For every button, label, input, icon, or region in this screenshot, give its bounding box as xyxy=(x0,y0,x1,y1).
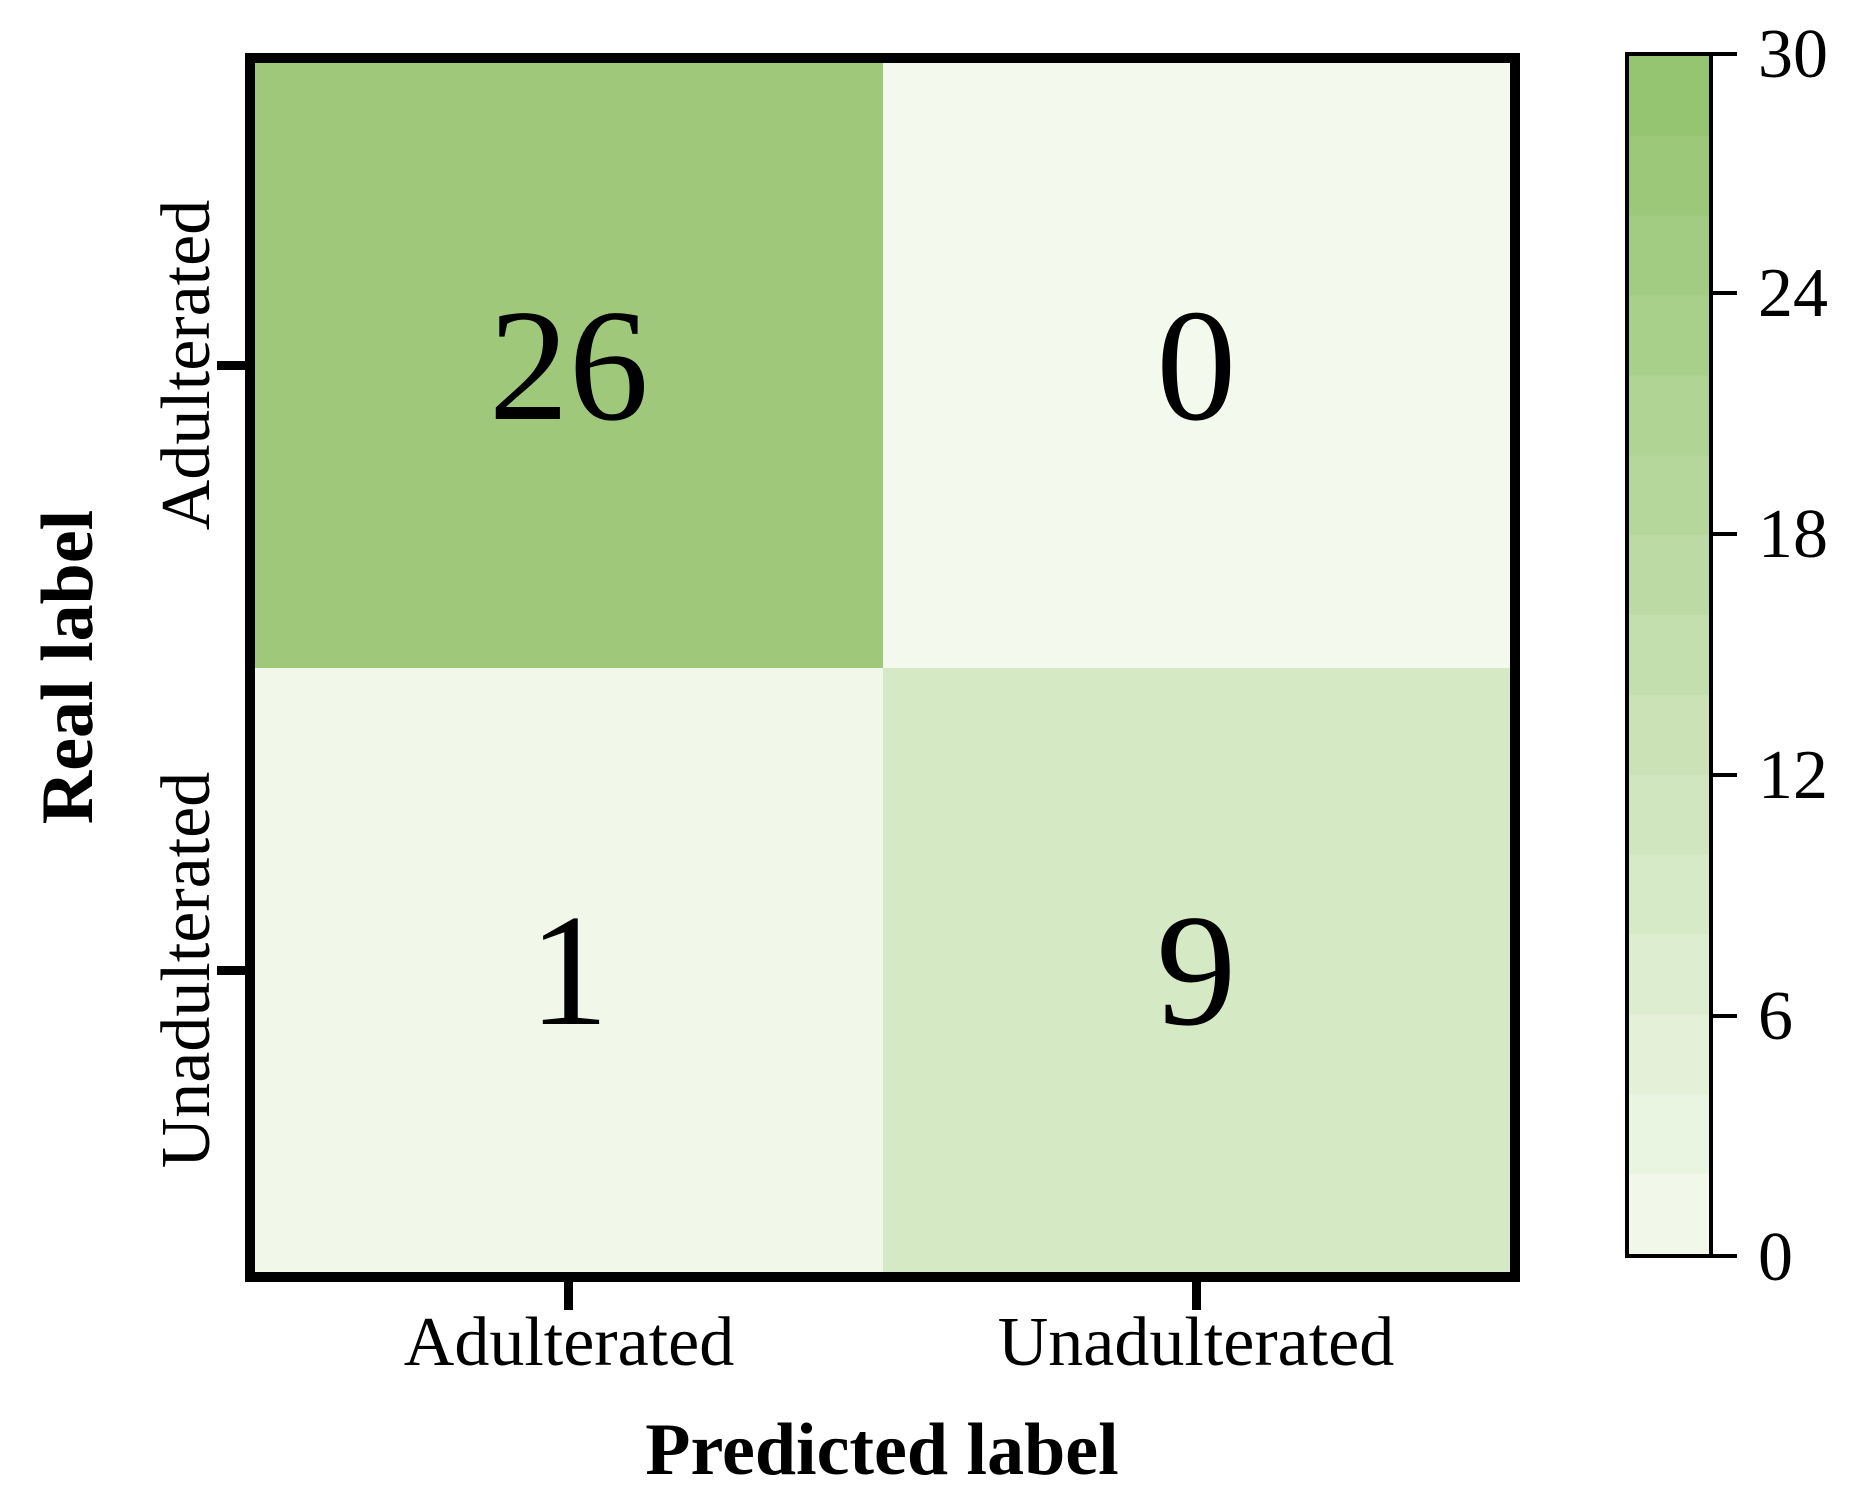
cell-real-adulterated-pred-adulterated: 26 xyxy=(255,63,883,668)
x-tick-label-unadulterated: Unadulterated xyxy=(997,1304,1395,1381)
x-axis-title: Predicted label xyxy=(645,1409,1119,1491)
colorbar-label-30: 30 xyxy=(1758,16,1828,93)
colorbar-tick-24 xyxy=(1713,291,1737,295)
cell-value-true-positive: 26 xyxy=(488,276,649,455)
colorbar-gradient xyxy=(1625,52,1713,1258)
colorbar-tick-18 xyxy=(1713,532,1737,536)
cell-real-unadulterated-pred-unadulterated: 9 xyxy=(882,667,1510,1272)
colorbar-label-18: 18 xyxy=(1758,496,1828,573)
cell-real-adulterated-pred-unadulterated: 0 xyxy=(882,63,1510,668)
colorbar-label-0: 0 xyxy=(1758,1219,1793,1296)
y-tick-label-adulterated: Adulterated xyxy=(148,199,225,531)
x-tick-label-adulterated: Adulterated xyxy=(403,1304,735,1381)
y-tick-mark-2 xyxy=(217,966,245,975)
colorbar-label-24: 24 xyxy=(1758,255,1828,332)
y-axis-title: Real label xyxy=(27,509,109,825)
x-tick-mark-1 xyxy=(564,1282,573,1310)
cell-value-false-negative: 0 xyxy=(1156,276,1237,455)
colorbar-tick-30 xyxy=(1713,52,1737,56)
y-tick-label-unadulterated: Unadulterated xyxy=(148,771,225,1169)
y-tick-mark-1 xyxy=(217,361,245,370)
x-tick-mark-2 xyxy=(1192,1282,1201,1310)
colorbar-tick-6 xyxy=(1713,1014,1737,1018)
colorbar-tick-0 xyxy=(1713,1254,1737,1258)
colorbar-tick-12 xyxy=(1713,773,1737,777)
heatmap-matrix: 26 0 1 9 xyxy=(245,53,1520,1282)
cell-value-true-negative: 9 xyxy=(1156,880,1237,1059)
cell-real-unadulterated-pred-adulterated: 1 xyxy=(255,667,883,1272)
colorbar-label-6: 6 xyxy=(1758,978,1793,1055)
cell-value-false-positive: 1 xyxy=(528,880,609,1059)
colorbar-label-12: 12 xyxy=(1758,737,1828,814)
